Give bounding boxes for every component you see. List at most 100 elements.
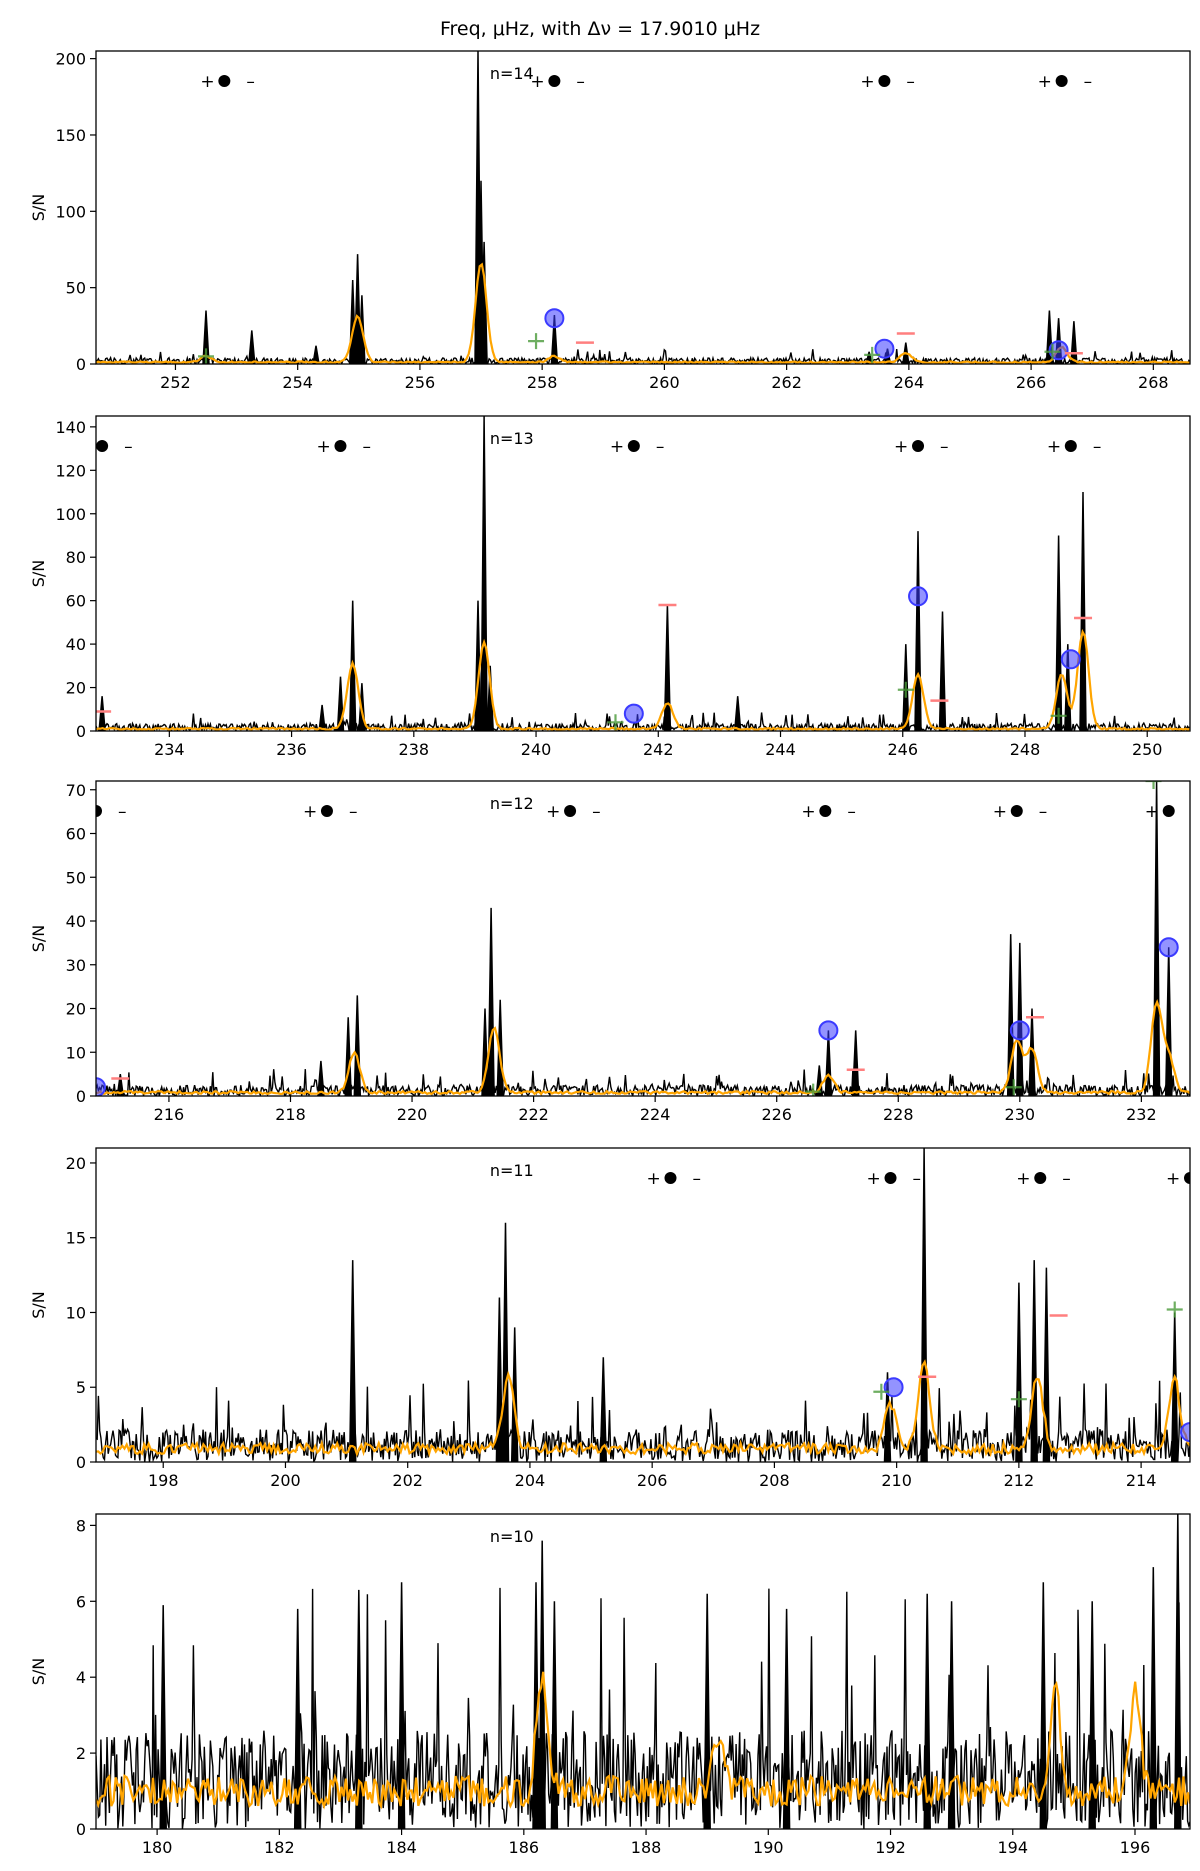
psd-peak [938,611,947,731]
x-tick-label: 226 [761,1105,792,1124]
y-tick-label: 2 [76,1744,86,1763]
mode-dot [1064,440,1077,452]
psd-peak [1015,1282,1023,1462]
figure-title: Freq, μHz, with Δν = 17.9010 μHz [439,18,761,40]
minus-sign: – [1191,802,1200,822]
x-tick-label: 232 [1126,1105,1157,1124]
psd-peak [1088,1601,1096,1829]
psd-peak [599,1357,608,1462]
mode-fit-marker [544,308,565,329]
x-tick-label: 244 [765,740,796,759]
order-label: n=14 [490,64,534,83]
psd-peak [733,696,742,731]
psd-peak [116,1073,125,1096]
smoothed-spectrum [96,628,1190,731]
x-tick-label: 200 [270,1471,301,1490]
mode-dot [96,805,102,817]
y-tick-label: 30 [66,956,86,975]
y-tick-label: 0 [76,1087,86,1106]
plus-sign: + [860,72,874,92]
minus-sign: – [349,802,358,822]
plus-sign: + [610,437,624,457]
x-tick-label: 194 [997,1838,1028,1857]
mode-fit-marker [874,338,895,359]
plus-marker [864,346,881,363]
psd-peak [1028,1008,1036,1096]
y-tick-label: 100 [55,505,86,524]
psd-peak [851,1030,860,1096]
order-label: n=11 [490,1161,534,1180]
psd-peak [1152,781,1161,1096]
x-tick-label: 208 [759,1471,790,1490]
plus-sign: + [72,802,86,822]
mode-dot [1010,805,1023,817]
mode-fit-marker [818,1020,839,1041]
mode-fit-marker [1158,937,1179,958]
x-tick-label: 240 [521,740,552,759]
plot-area: n=10 [96,1514,1190,1829]
y-tick-label: 40 [66,912,86,931]
psd-peak [98,696,106,731]
psd-peak [920,1148,928,1462]
psd-peak [1149,1567,1158,1829]
y-axis-label: S/N [29,925,48,953]
smoothed-spectrum [96,1359,1190,1458]
mode-dot [334,440,347,452]
panel-4: +–+–+–+–n=111982002022042062082102122140… [29,1147,1191,1490]
x-tick-label: 186 [509,1838,540,1857]
order-label: n=13 [490,429,534,448]
mode-fit-marker [1048,340,1069,361]
mode-fit-marker [623,703,644,724]
axes-frame [95,780,1191,1097]
mode-dot [548,75,561,87]
mode-dot [627,440,640,452]
x-tick-label: 234 [154,740,185,759]
mode-dot [819,805,832,817]
mode-dot [1184,1172,1190,1184]
y-tick-label: 20 [66,1000,86,1019]
y-tick-label: 10 [66,1303,86,1322]
plus-sign: + [546,802,560,822]
y-tick-label: 0 [76,722,86,741]
plus-sign: + [316,437,330,457]
plus-sign: + [1038,72,1052,92]
minus-sign: – [1093,437,1102,457]
y-tick-label: 8 [76,1516,86,1535]
y-axis-label: S/N [29,1658,48,1686]
y-tick-label: 5 [76,1378,86,1397]
smoothed-spectrum [96,999,1190,1096]
x-tick-label: 250 [1132,740,1163,759]
plus-marker [1145,781,1162,789]
plus-sign: + [801,802,815,822]
minus-sign: – [1039,802,1048,822]
mode-dot [96,440,109,452]
mode-dot [912,440,925,452]
axes-frame [95,1513,1191,1830]
y-tick-label: 80 [66,548,86,567]
psd-peak [550,1601,559,1829]
psd-peak [344,1017,352,1096]
y-tick-label: 0 [76,1453,86,1472]
mode-dot [1034,1172,1047,1184]
x-tick-label: 210 [881,1471,912,1490]
plus-marker [897,681,914,698]
psd-peak [1016,942,1024,1096]
plus-sign: + [303,802,317,822]
x-tick-label: 238 [399,740,430,759]
mode-fit-marker [96,1077,106,1096]
psd-peak [318,704,326,731]
mode-fit-marker [1180,1422,1190,1443]
y-tick-label: 60 [66,825,86,844]
plot-area: + – + – + – + – + – n=13 [96,416,1190,731]
x-tick-label: 252 [160,373,191,392]
x-tick-label: 188 [631,1838,662,1857]
plus-marker [1166,1301,1183,1318]
x-tick-label: 214 [1126,1471,1157,1490]
y-tick-label: 4 [76,1668,86,1687]
psd-peak [353,254,362,364]
y-axis-label: S/N [29,194,48,222]
y-tick-label: 50 [66,279,86,298]
mode-dot [564,805,577,817]
plus-sign: + [1016,1169,1030,1189]
panel-2: + – + – + – + – + – n=13 234 236 238 240 242 244 246 248 25… [29,415,1191,759]
